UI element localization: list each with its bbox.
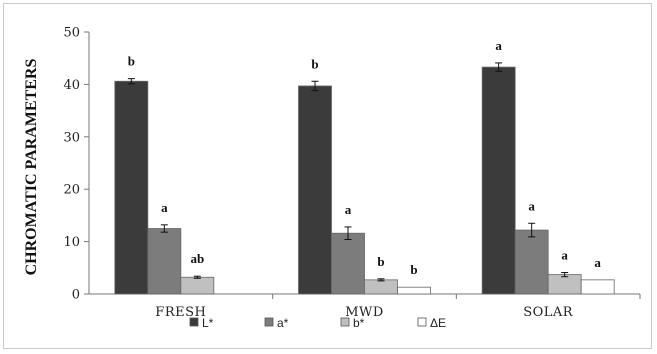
significance-label: a bbox=[561, 248, 568, 263]
legend-label: b* bbox=[353, 316, 365, 330]
bar-a-mwd bbox=[331, 232, 365, 295]
legend: L* a* b* ΔE bbox=[189, 316, 446, 330]
legend-swatch bbox=[189, 317, 199, 327]
significance-label: b bbox=[128, 54, 135, 69]
legend-label: a* bbox=[277, 316, 289, 330]
x-category-label: FRESH bbox=[155, 305, 206, 320]
chart-frame: CHROMATIC PARAMETERS 0 10 20 30 40 50 FRESH MWD… bbox=[3, 3, 652, 349]
bar-E-solar bbox=[580, 279, 615, 295]
y-tick-label: 30 bbox=[63, 130, 80, 145]
legend-swatch bbox=[417, 317, 427, 327]
x-category-label: MWD bbox=[345, 305, 384, 320]
bar-L-mwd bbox=[298, 85, 332, 295]
bar-b-mwd bbox=[364, 279, 398, 295]
legend-label: L* bbox=[202, 316, 214, 330]
significance-label: b bbox=[311, 56, 318, 71]
bars bbox=[114, 62, 615, 295]
legend-swatch bbox=[264, 317, 274, 327]
y-tick-label: 50 bbox=[63, 26, 80, 41]
significance-label: a bbox=[495, 38, 502, 53]
significance-label: a bbox=[528, 198, 535, 213]
significance-label: b bbox=[377, 254, 384, 269]
significance-label: a bbox=[161, 200, 168, 215]
bar-chart: CHROMATIC PARAMETERS 0 10 20 30 40 50 FRESH MWD… bbox=[23, 26, 641, 330]
y-tick-label: 20 bbox=[63, 183, 80, 198]
y-axis-label: CHROMATIC PARAMETERS bbox=[23, 59, 40, 276]
significance-label: b bbox=[410, 262, 417, 277]
bar-L-solar bbox=[481, 66, 516, 295]
significance-label: a bbox=[594, 255, 601, 270]
bar-a-fresh bbox=[147, 228, 182, 295]
legend-swatch bbox=[340, 317, 350, 327]
bar-L-fresh bbox=[114, 80, 149, 295]
x-category-label: SOLAR bbox=[523, 305, 574, 320]
axes: 0 10 20 30 40 50 FRESH MWD SOLAR bbox=[63, 26, 641, 320]
y-tick-label: 10 bbox=[63, 235, 80, 250]
bar-E-mwd bbox=[397, 286, 431, 295]
bar-b-fresh bbox=[180, 276, 215, 295]
significance-label: ab bbox=[190, 251, 204, 266]
y-tick-label: 0 bbox=[72, 288, 80, 303]
legend-label: ΔE bbox=[430, 316, 446, 330]
bar-a-solar bbox=[514, 229, 549, 295]
data-labels: b baa a aab b ab a bbox=[128, 38, 602, 277]
y-tick-label: 40 bbox=[63, 78, 80, 93]
significance-label: a bbox=[345, 202, 352, 217]
bar-b-solar bbox=[547, 274, 582, 295]
